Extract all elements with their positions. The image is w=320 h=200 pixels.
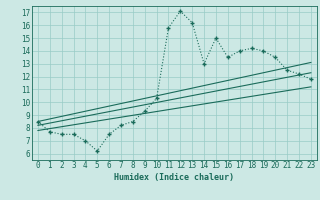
X-axis label: Humidex (Indice chaleur): Humidex (Indice chaleur) (115, 173, 234, 182)
